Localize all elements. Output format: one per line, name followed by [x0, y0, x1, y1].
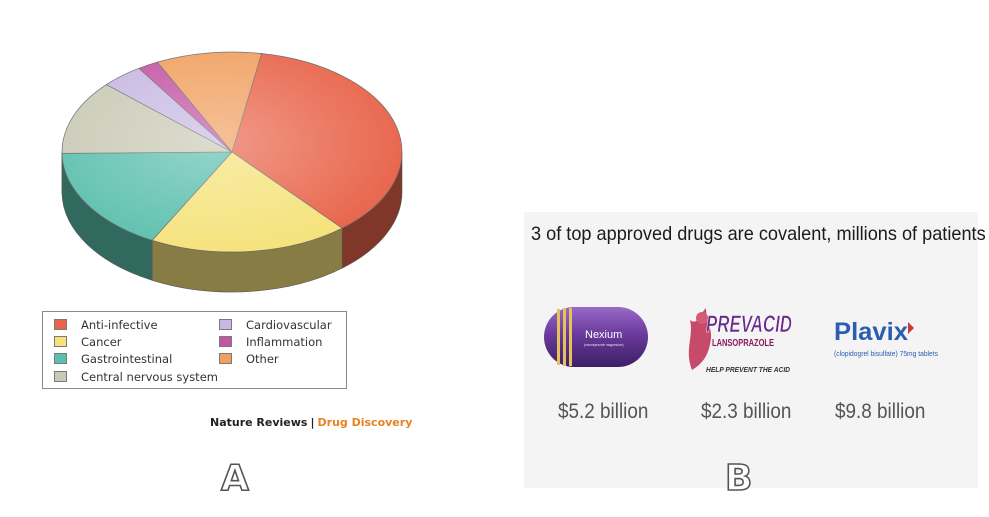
legend-item-inflammation: Inflammation: [219, 333, 322, 350]
prevacid-revenue: $2.3 billion: [701, 400, 792, 423]
legend-swatch: [219, 319, 232, 330]
nexium-generic: (esomeprazole magnesium): [584, 343, 624, 347]
chart-legend: Anti-infective Cancer Gastrointestinal C…: [42, 311, 347, 389]
prevacid-generic: LANSOPRAZOLE: [712, 338, 774, 349]
legend-item-other: Other: [219, 350, 279, 367]
legend-label: Other: [246, 351, 279, 366]
journal-section: Drug Discovery: [317, 416, 413, 429]
panel-label-b: B: [724, 457, 753, 500]
plavix-generic: (clopidogrel bisulfate) 75mg tablets: [834, 351, 938, 358]
plavix-accent-icon: [908, 322, 914, 334]
journal-credit: Nature Reviews | Drug Discovery: [210, 416, 412, 429]
journal-name: Nature Reviews: [210, 416, 308, 429]
legend-label: Central nervous system: [81, 369, 218, 384]
prevacid-tagline: HELP PREVENT THE ACID: [706, 367, 790, 374]
plavix-logo: Plavix (clopidogrel bisulfate) 75mg tabl…: [834, 318, 938, 358]
legend-label: Inflammation: [246, 334, 323, 349]
plavix-wordmark: Plavix: [834, 318, 908, 346]
legend-swatch: [54, 319, 67, 330]
legend-swatch: [54, 371, 67, 382]
flame-figure-icon: [688, 308, 712, 370]
credit-separator: |: [310, 416, 315, 429]
legend-swatch: [54, 353, 67, 364]
prevacid-wordmark: PREVACID: [706, 311, 792, 338]
prevacid-logo: PREVACID LANSOPRAZOLE HELP PREVENT THE A…: [688, 308, 792, 374]
legend-label: Cancer: [81, 334, 122, 349]
panel-headline: 3 of top approved drugs are covalent, mi…: [531, 223, 986, 245]
legend-label: Gastrointestinal: [81, 351, 173, 366]
legend-swatch: [219, 353, 232, 364]
legend-item-anti-infective: Anti-infective: [54, 316, 158, 333]
legend-label: Cardiovascular: [246, 317, 332, 332]
legend-item-cardiovascular: Cardiovascular: [219, 316, 332, 333]
nexium-wordmark: Nexium: [585, 329, 622, 341]
legend-swatch: [54, 336, 67, 347]
panel-label-a: A: [220, 457, 249, 500]
nexium-revenue: $5.2 billion: [558, 400, 649, 423]
legend-swatch: [219, 336, 232, 347]
legend-item-central-nervous-system: Central nervous system: [54, 368, 218, 385]
legend-item-cancer: Cancer: [54, 333, 122, 350]
legend-item-gastrointestinal: Gastrointestinal: [54, 350, 172, 367]
plavix-revenue: $9.8 billion: [835, 400, 926, 423]
legend-label: Anti-infective: [81, 317, 158, 332]
nexium-logo: Nexium (esomeprazole magnesium): [544, 307, 648, 367]
